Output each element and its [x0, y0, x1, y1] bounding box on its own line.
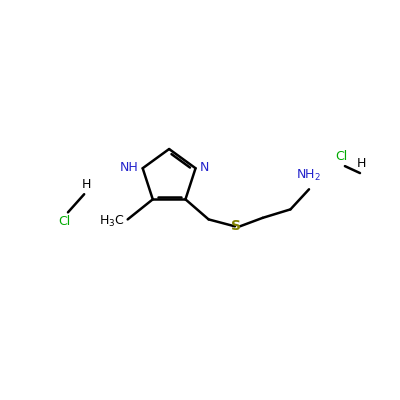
Text: H: H — [357, 157, 366, 170]
Text: S: S — [231, 219, 241, 233]
Text: N: N — [200, 161, 210, 174]
Text: H$_3$C: H$_3$C — [99, 214, 124, 229]
Text: Cl: Cl — [336, 150, 348, 163]
Text: H: H — [82, 178, 91, 191]
Text: NH$_2$: NH$_2$ — [296, 168, 321, 183]
Text: Cl: Cl — [58, 216, 70, 228]
Text: NH: NH — [119, 161, 138, 174]
